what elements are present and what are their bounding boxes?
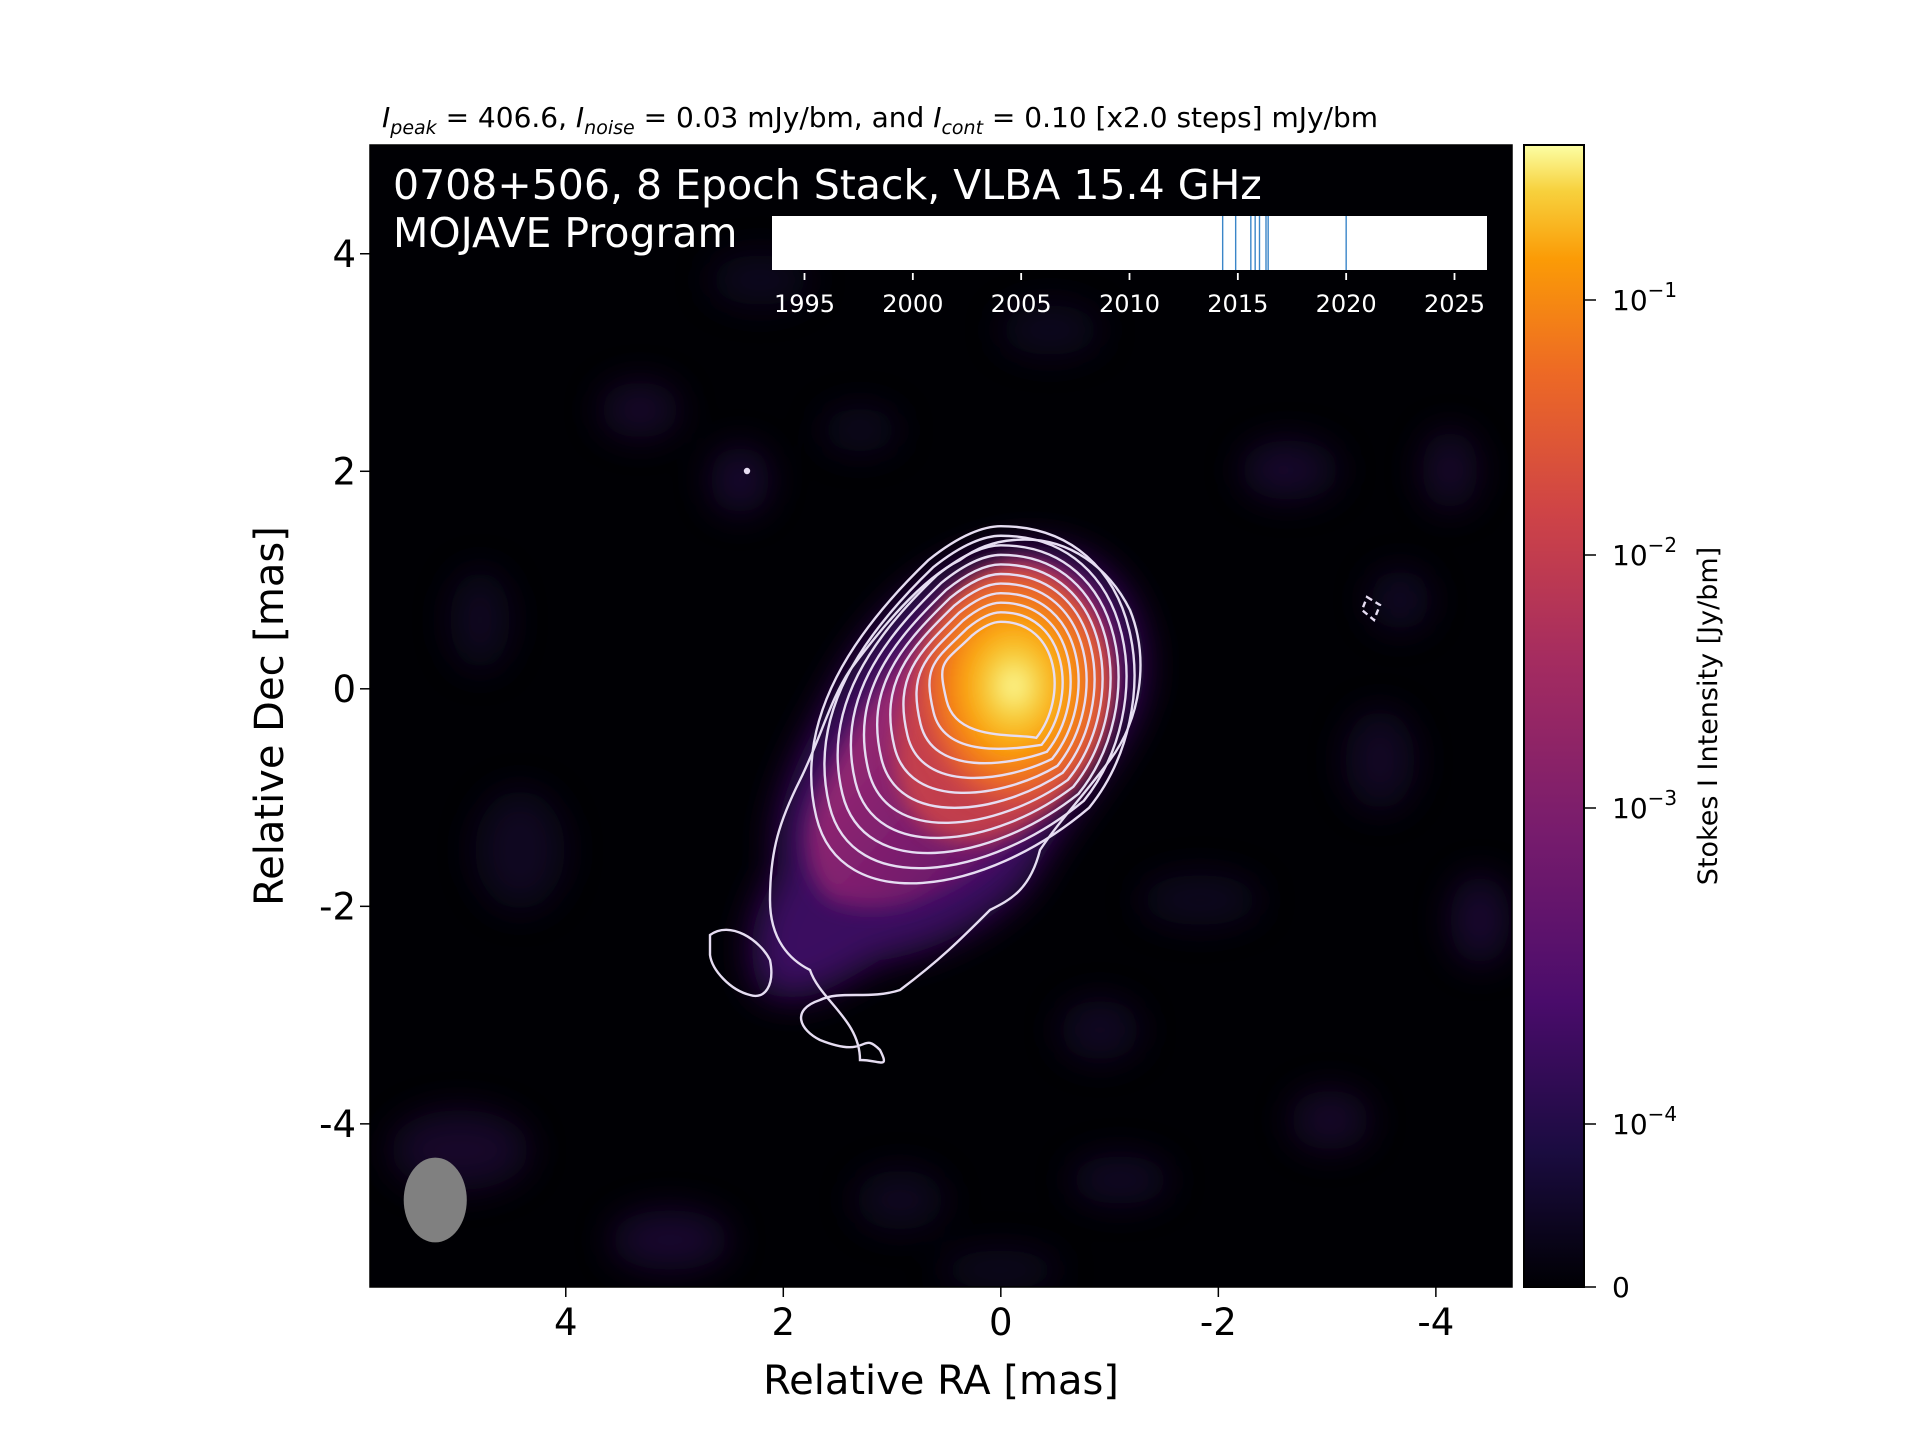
map-frame — [369, 144, 1513, 1288]
contour-level — [928, 611, 1064, 751]
jet-emission — [751, 545, 1145, 999]
contour-level — [810, 524, 1136, 885]
x-axis: 4 2 0 -2 -4 — [554, 1287, 1454, 1344]
timeline-tick-label: 2000 — [882, 290, 943, 318]
contour-level — [862, 563, 1104, 824]
intensity-map — [370, 145, 1512, 1287]
colorbar-ticks: 10−1 10−2 10−3 10−4 0 — [1584, 278, 1677, 1304]
map-subtitle: MOJAVE Program — [393, 209, 737, 257]
contour-dash — [1360, 595, 1382, 622]
x-tick-label: 4 — [554, 1301, 578, 1344]
x-tick-label: 2 — [772, 1301, 796, 1344]
contour-level — [836, 544, 1120, 855]
y-tick-label: -2 — [319, 885, 356, 928]
contour-outer — [768, 538, 1142, 1064]
y-axis: 4 2 0 -2 -4 — [319, 233, 370, 1146]
timeline-tick-label: 2020 — [1316, 290, 1377, 318]
x-tick-label: -2 — [1200, 1301, 1237, 1344]
x-tick-label: 0 — [989, 1301, 1013, 1344]
contour-level — [902, 591, 1080, 780]
beam-ellipse — [403, 1157, 467, 1243]
y-tick-label: 0 — [332, 668, 356, 711]
x-tick-label: -4 — [1417, 1301, 1454, 1344]
contour-island — [708, 928, 773, 998]
contour-level — [941, 620, 1056, 740]
colorbar-label: Stokes I Intensity [Jy/bm] — [1693, 547, 1724, 885]
timeline-tick-label: 2025 — [1424, 290, 1485, 318]
contour-level — [876, 572, 1096, 810]
colorbar-tick-label: 10−3 — [1612, 786, 1677, 825]
contour-group — [708, 467, 1382, 1064]
timeline-box — [772, 216, 1487, 270]
contour-level — [849, 553, 1112, 840]
timeline-tick-label: 2015 — [1207, 290, 1268, 318]
colorbar-gradient — [1523, 144, 1585, 1288]
contour-dot — [743, 467, 751, 475]
timeline-tick-label: 2005 — [991, 290, 1052, 318]
y-tick-label: 4 — [332, 233, 356, 276]
map-title: 0708+506, 8 Epoch Stack, VLBA 15.4 GHz — [393, 161, 1262, 209]
contour-level — [823, 534, 1128, 870]
colorbar: 10−1 10−2 10−3 10−4 0 Stokes I Intensity [Jy… — [1523, 144, 1724, 1304]
colorbar-tick-label: 10−1 — [1612, 278, 1677, 317]
stats-header: Ipeak = 406.6, Inoise = 0.03 mJy/bm, and… — [382, 101, 1378, 139]
timeline-tick-label: 2010 — [1099, 290, 1160, 318]
colorbar-tick-label: 0 — [1612, 1271, 1630, 1304]
colorbar-tick-label: 10−4 — [1612, 1102, 1677, 1141]
x-axis-label: Relative RA [mas] — [763, 1358, 1119, 1404]
contour-level — [915, 601, 1072, 765]
y-tick-label: -4 — [319, 1103, 356, 1146]
colorbar-tick-label: 10−2 — [1612, 533, 1677, 572]
epoch-timeline: 1995 2000 2005 2010 2015 2020 2025 — [772, 216, 1487, 318]
contour-level — [889, 582, 1088, 794]
timeline-tick-label: 1995 — [774, 290, 835, 318]
y-tick-label: 2 — [332, 450, 356, 493]
y-axis-label: Relative Dec [mas] — [247, 526, 293, 906]
